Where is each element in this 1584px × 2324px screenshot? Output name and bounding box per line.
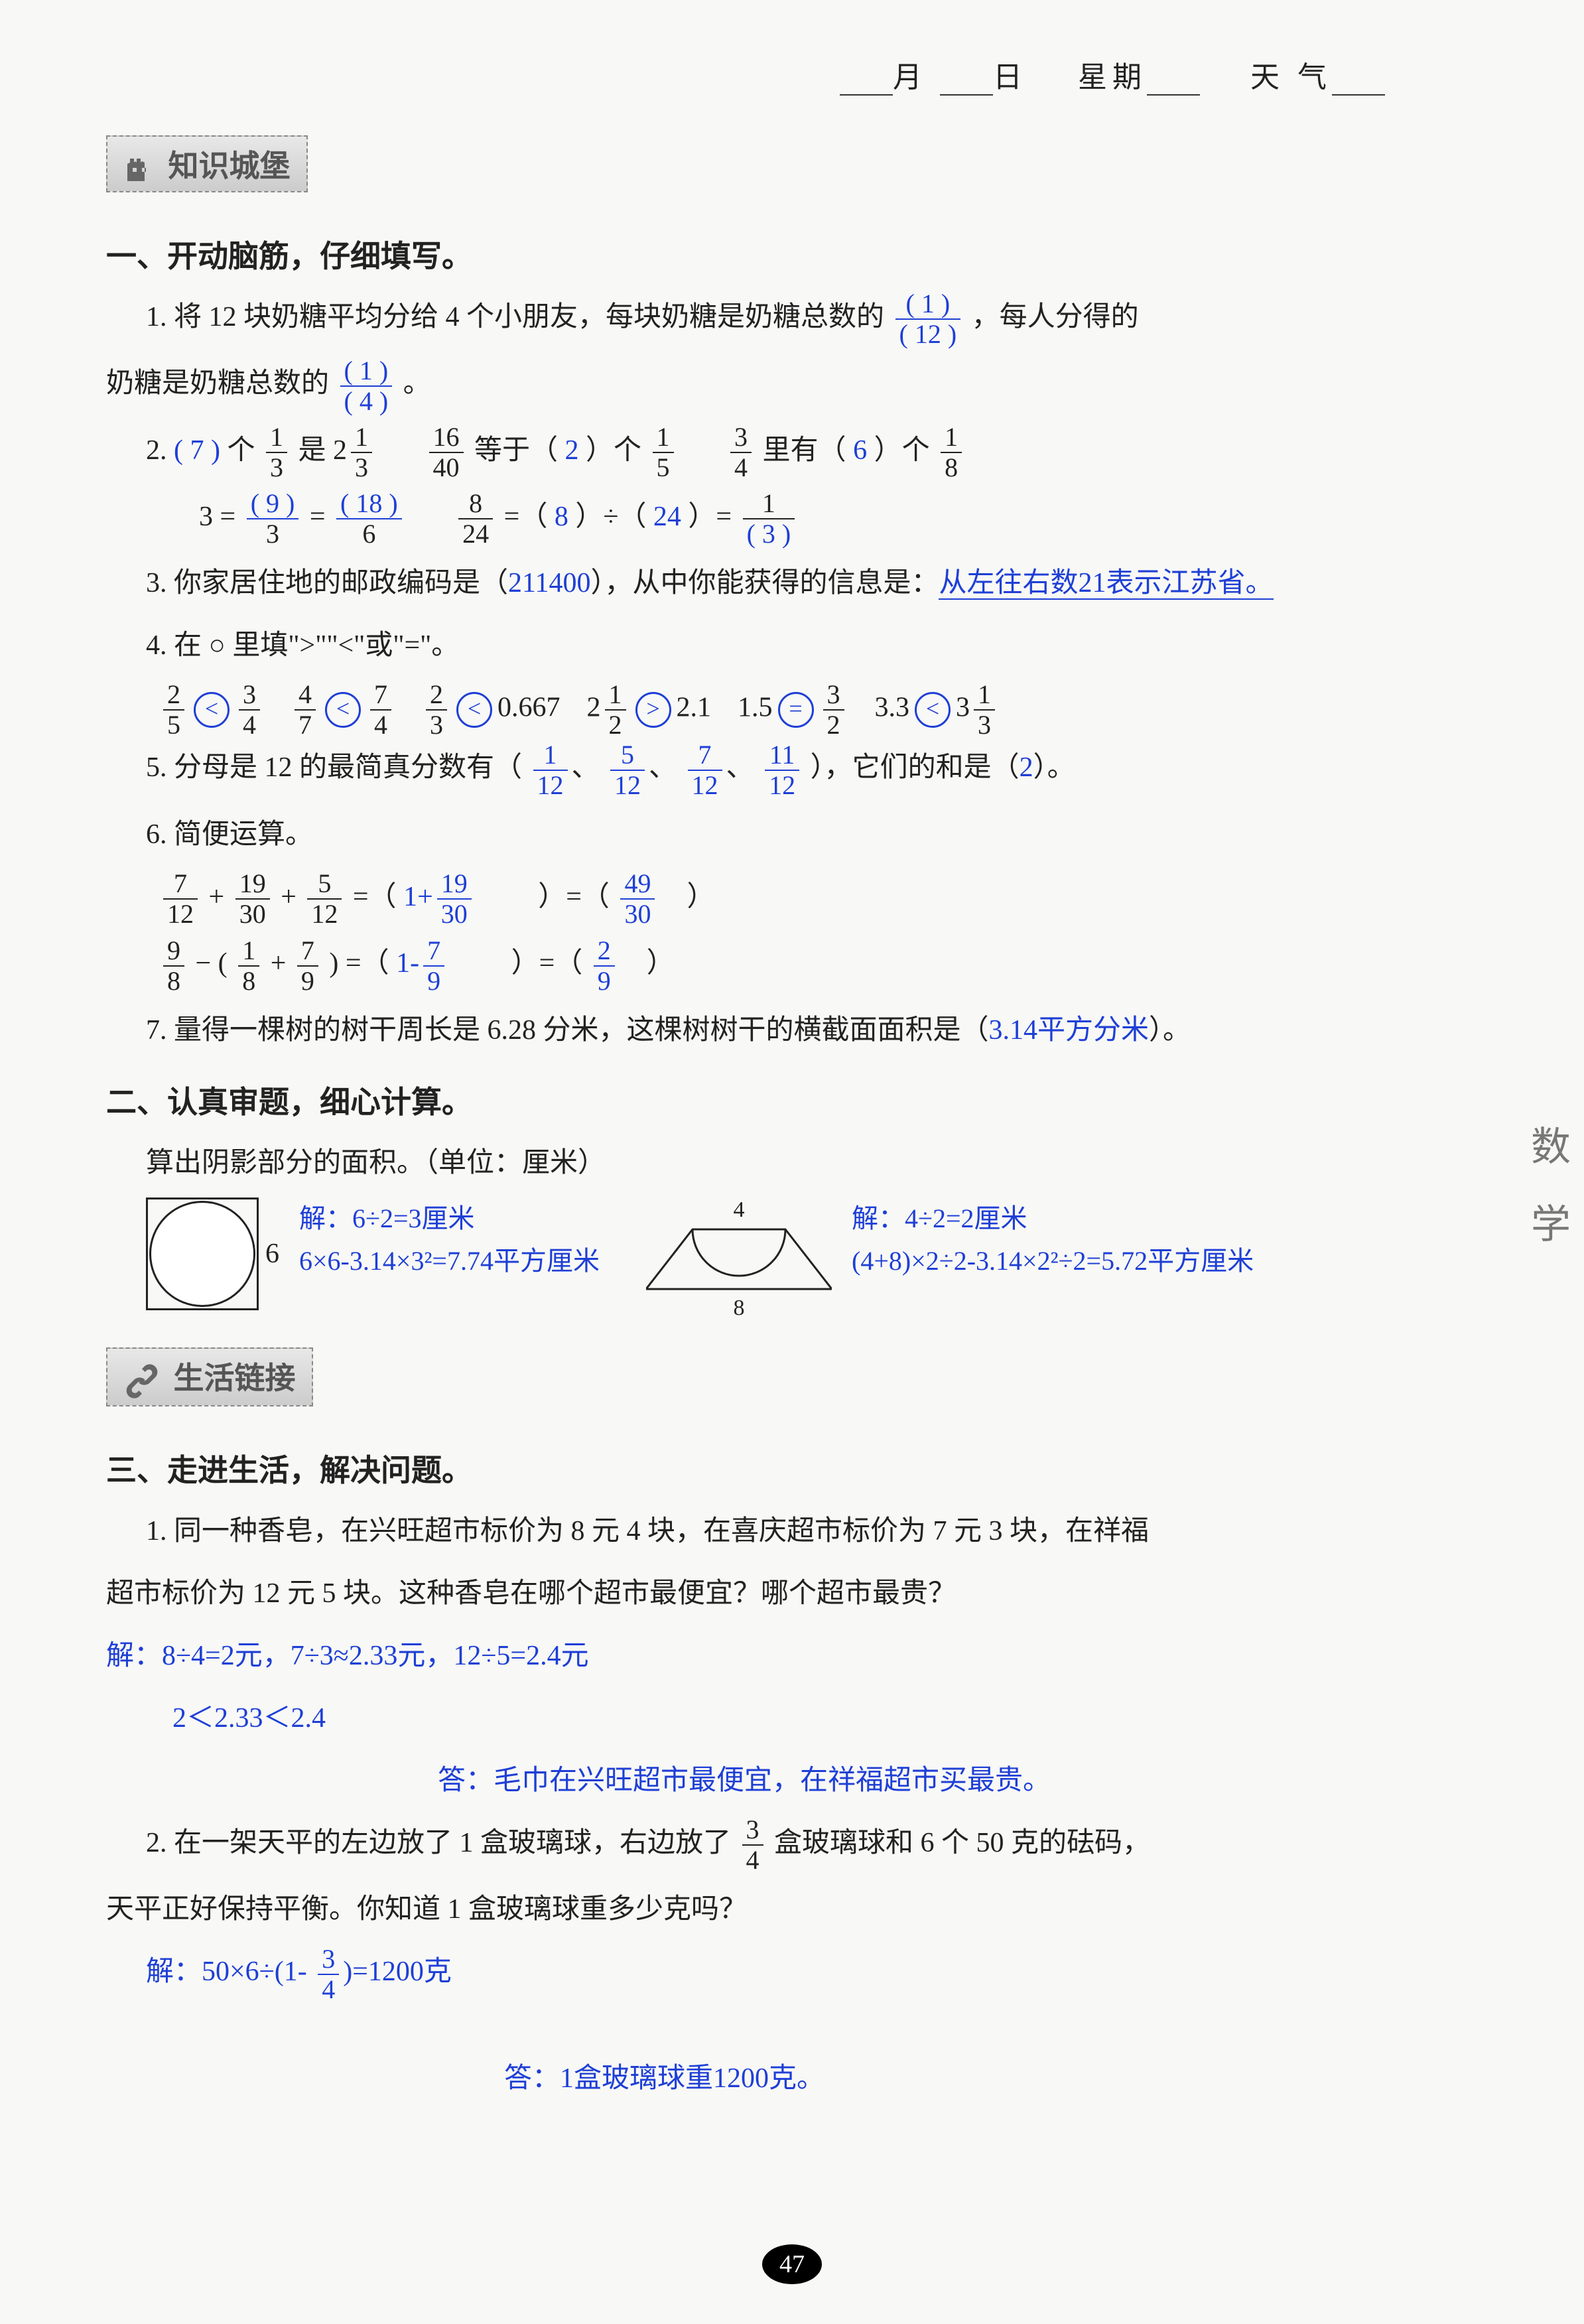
q3-1-a: 1. 同一种香皂，在兴旺超市标价为 8 元 4 块，在喜庆超市标价为 7 元 3… xyxy=(146,1503,1518,1559)
q6: 6. 简便运算。 xyxy=(146,807,1518,862)
figure-square-circle xyxy=(146,1197,259,1310)
q3-2-sol: 解：50×6÷(1- 34)=1200克 xyxy=(146,1944,1518,2004)
figB-top: 4 xyxy=(646,1197,832,1223)
section-2-title: 二、认真审题，细心计算。 xyxy=(106,1078,1518,1122)
figA-sol1: 解：6÷2=3厘米 xyxy=(299,1197,600,1240)
section-1-title: 一、开动脑筋，仔细填写。 xyxy=(106,232,1518,276)
q6-line1: 712 + 1930 + 512 =（ 1+1930 ）=（ 4930 ） xyxy=(159,869,1518,929)
side-label: 数 学 xyxy=(1531,1115,1571,1250)
q5: 5. 分母是 12 的最简真分数有（ 112、 512、 712、 1112 ）… xyxy=(146,740,1518,799)
section-tag-life: 生活链接 xyxy=(106,1347,313,1406)
figB-sol1: 解：4÷2=2厘米 xyxy=(852,1197,1254,1240)
q4-row: 25<34 47<74 23<0.667 212>2.1 1.5=32 3.3<… xyxy=(159,680,1518,740)
figB-sol2: (4+8)×2÷2-3.14×2²÷2=5.72平方厘米 xyxy=(852,1240,1254,1282)
q3-1-b: 超市标价为 12 元 5 块。这种香皂在哪个超市最便宜？哪个超市最贵？ xyxy=(106,1566,1518,1621)
page-number: 47 xyxy=(762,2244,822,2284)
q3-2-ans: 答：1盒玻璃球重1200克。 xyxy=(504,2051,1518,2106)
date-header: 月 日 星期 天 气 xyxy=(106,53,1385,96)
q3-2-c: 天平正好保持平衡。你知道 1 盒玻璃球重多少克吗？ xyxy=(106,1881,1518,1937)
q3-1-ans: 答：毛巾在兴旺超市最便宜，在祥福超市买最贵。 xyxy=(438,1753,1518,1809)
section-3-title: 三、走进生活，解决问题。 xyxy=(106,1446,1518,1490)
q3-1-sol2: 2＜2.33＜2.4 xyxy=(172,1690,1518,1746)
q7: 7. 量得一棵树的树干周长是 6.28 分米，这棵树树干的横截面面积是（3.14… xyxy=(146,1002,1518,1058)
q2-line2: 3 = ( 9 )3 = ( 18 )6 824 =（ 8 ）÷（ 24 ）= … xyxy=(199,489,1518,549)
castle-icon xyxy=(123,153,155,185)
q3-1-sol1: 解：8÷4=2元，7÷3≈2.33元，12÷5=2.4元 xyxy=(106,1628,1518,1684)
q4: 4. 在 ○ 里填">""<"或"="。 xyxy=(146,618,1518,673)
q6-line2: 98 − ( 18 + 79 ) =（ 1-79 ）=（ 29 ） xyxy=(159,935,1518,995)
chain-icon xyxy=(123,1363,161,1400)
q1: 1. 将 12 块奶糖平均分给 4 个小朋友，每块奶糖是奶糖总数的 ( 1 )(… xyxy=(146,289,1518,349)
q3: 3. 你家居住地的邮政编码是（211400），从中你能获得的信息是：从左往右数2… xyxy=(146,555,1518,611)
figB-bottom: 8 xyxy=(646,1296,832,1321)
q3-2-a: 2. 在一架天平的左边放了 1 盒玻璃球，右边放了 34 盒玻璃球和 6 个 5… xyxy=(146,1815,1518,1875)
figure-trapezoid xyxy=(646,1223,832,1296)
q1-cont: 奶糖是奶糖总数的 ( 1 )( 4 ) 。 xyxy=(106,356,1518,415)
figA-sol2: 6×6-3.14×3²=7.74平方厘米 xyxy=(299,1240,600,1282)
section-2-sub: 算出阴影部分的面积。（单位：厘米） xyxy=(146,1135,1518,1191)
section-tag-castle: 知识城堡 xyxy=(106,135,308,192)
fig-a-label: 6 xyxy=(265,1238,279,1270)
figure-row: 6 解：6÷2=3厘米 6×6-3.14×3²=7.74平方厘米 4 8 解：4… xyxy=(146,1197,1518,1321)
q2-line1: 2. ( 7 ) 个 13 是 213 1640 等于（ 2 ）个 15 34 … xyxy=(146,423,1518,482)
